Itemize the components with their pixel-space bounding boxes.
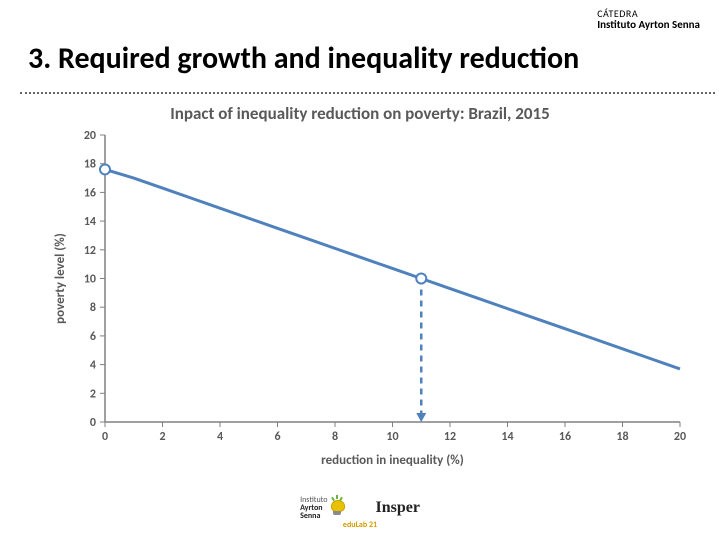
header-line2: Instituto Ayrton Senna [597, 19, 700, 31]
svg-text:20: 20 [84, 130, 96, 143]
svg-text:14: 14 [84, 215, 96, 229]
svg-text:20: 20 [674, 430, 686, 444]
svg-text:0: 0 [102, 430, 108, 444]
svg-text:6: 6 [274, 430, 280, 444]
svg-text:18: 18 [84, 158, 96, 172]
svg-text:8: 8 [90, 301, 96, 315]
footer-tag: eduLab 21 [0, 520, 720, 530]
line-chart: 0 2 4 6 8 10 12 14 16 18 20 0 2 4 6 8 10 12 14 16 18 20 reduct… [50, 130, 690, 470]
svg-text:14: 14 [501, 430, 513, 444]
svg-text:2: 2 [90, 387, 96, 401]
lightbulb-icon [331, 500, 345, 516]
svg-text:poverty level (%): poverty level (%) [53, 233, 68, 324]
chart-area: 0 2 4 6 8 10 12 14 16 18 20 0 2 4 6 8 10 12 14 16 18 20 reduct… [50, 130, 690, 470]
section-title: 3. Required growth and inequality reduct… [28, 40, 579, 77]
header-logo-text: CÁTEDRA Instituto Ayrton Senna [597, 8, 700, 31]
svg-text:2: 2 [159, 430, 165, 444]
svg-text:16: 16 [559, 430, 571, 444]
svg-text:4: 4 [217, 430, 223, 444]
svg-text:8: 8 [332, 430, 338, 444]
chart-title: Inpact of inequality reduction on povert… [0, 103, 720, 124]
svg-text:10: 10 [386, 430, 398, 444]
svg-text:4: 4 [90, 359, 96, 373]
svg-text:6: 6 [90, 330, 96, 344]
ias-bot: Senna [300, 512, 327, 520]
logo-insper: Insper [375, 499, 419, 517]
dotted-divider [20, 92, 715, 94]
logo-ias: Instituto Ayrton Senna [300, 496, 345, 520]
svg-text:0: 0 [90, 416, 96, 430]
footer-logos: Instituto Ayrton Senna Insper [0, 496, 720, 520]
svg-text:reduction in inequality (%): reduction in inequality (%) [321, 453, 464, 468]
svg-text:16: 16 [84, 186, 96, 200]
svg-text:18: 18 [616, 430, 628, 444]
svg-text:10: 10 [84, 273, 96, 287]
svg-text:12: 12 [444, 430, 456, 444]
footer: Instituto Ayrton Senna Insper eduLab 21 [0, 498, 720, 530]
svg-text:12: 12 [84, 244, 96, 258]
